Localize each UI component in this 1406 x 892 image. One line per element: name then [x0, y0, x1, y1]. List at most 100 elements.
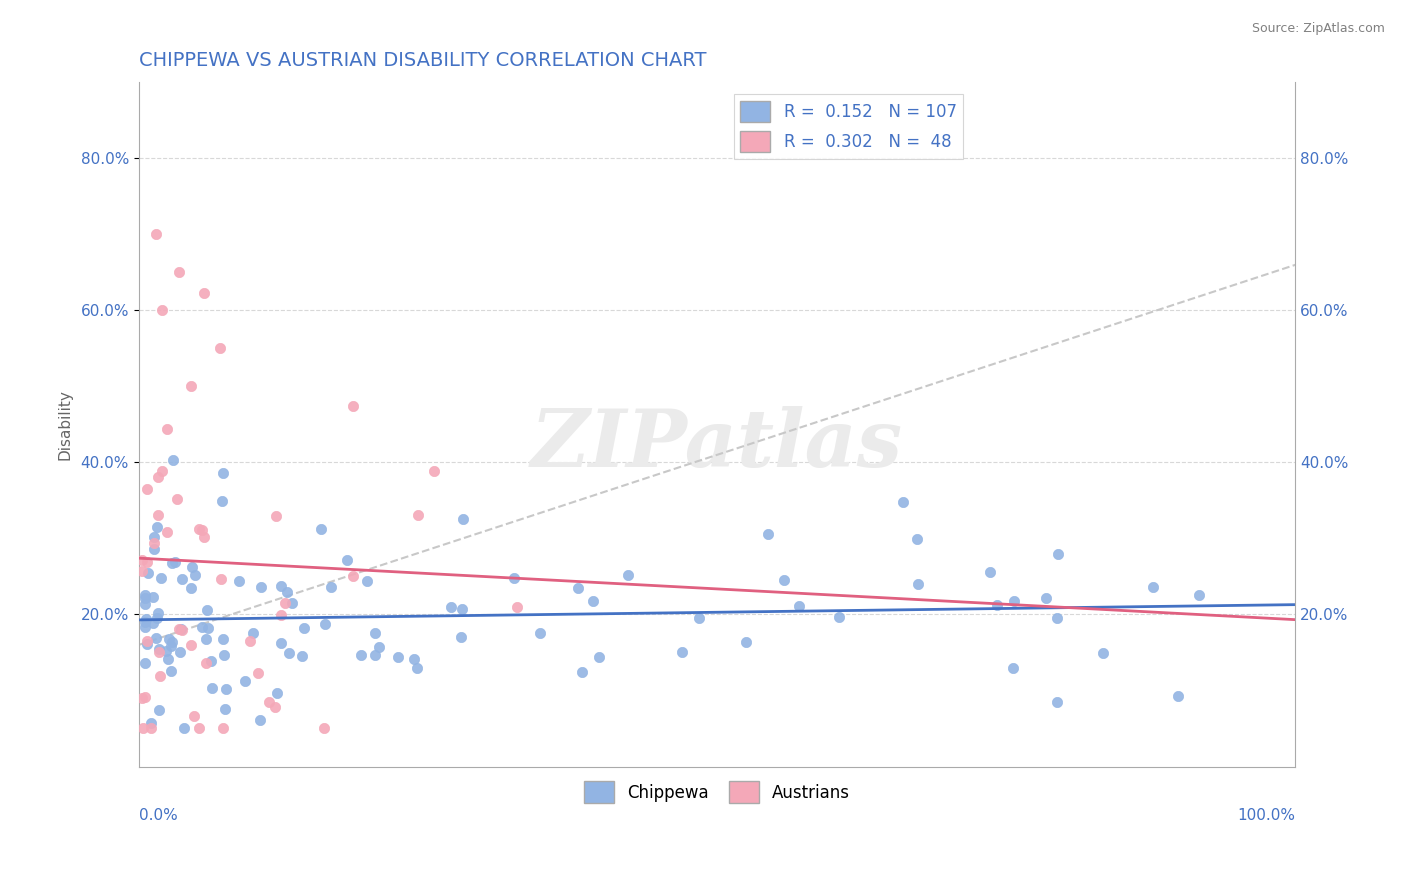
- Point: [1092, 646, 1115, 660]
- Point: [134, 588, 156, 602]
- Point: [146, 469, 169, 483]
- Point: [292, 621, 315, 635]
- Point: [180, 581, 202, 595]
- Point: [214, 702, 236, 716]
- Point: [277, 646, 299, 660]
- Point: [173, 722, 195, 736]
- Point: [193, 286, 215, 301]
- Point: [156, 525, 179, 540]
- Point: [529, 625, 551, 640]
- Point: [146, 508, 169, 522]
- Point: [135, 555, 157, 569]
- Point: [157, 632, 180, 646]
- Point: [828, 610, 851, 624]
- Point: [336, 553, 359, 567]
- Point: [773, 573, 796, 587]
- Point: [451, 602, 474, 616]
- Point: [181, 560, 204, 574]
- Point: [197, 621, 219, 635]
- Point: [1046, 695, 1069, 709]
- Point: [266, 686, 288, 700]
- Point: [212, 648, 235, 662]
- Point: [270, 636, 292, 650]
- Legend: Chippewa, Austrians: Chippewa, Austrians: [578, 775, 856, 809]
- Point: [195, 602, 218, 616]
- Text: Source: ZipAtlas.com: Source: ZipAtlas.com: [1251, 22, 1385, 36]
- Point: [246, 665, 269, 680]
- Point: [356, 574, 378, 588]
- Point: [142, 615, 165, 630]
- Point: [616, 568, 638, 582]
- Point: [139, 716, 162, 731]
- Point: [191, 523, 214, 537]
- Point: [146, 520, 169, 534]
- Point: [165, 555, 187, 569]
- Point: [309, 522, 332, 536]
- Point: [148, 703, 170, 717]
- Point: [188, 722, 211, 736]
- Point: [406, 661, 429, 675]
- Point: [270, 608, 292, 623]
- Point: [571, 665, 593, 679]
- Point: [1002, 594, 1025, 608]
- Point: [211, 494, 233, 508]
- Point: [314, 722, 336, 736]
- Point: [194, 632, 217, 646]
- Point: [212, 466, 235, 480]
- Point: [134, 591, 156, 606]
- Point: [157, 652, 180, 666]
- Point: [131, 553, 153, 567]
- Point: [342, 399, 364, 413]
- Point: [148, 645, 170, 659]
- Point: [143, 542, 166, 557]
- Point: [406, 508, 429, 522]
- Point: [907, 577, 929, 591]
- Point: [758, 527, 780, 541]
- Point: [187, 522, 209, 536]
- Point: [280, 596, 302, 610]
- Point: [735, 634, 758, 648]
- Point: [350, 648, 373, 662]
- Point: [169, 622, 191, 636]
- Point: [134, 656, 156, 670]
- Point: [582, 594, 605, 608]
- Text: ZIPatlas: ZIPatlas: [531, 406, 903, 483]
- Point: [503, 571, 526, 585]
- Point: [588, 650, 610, 665]
- Point: [166, 491, 188, 506]
- Point: [159, 639, 181, 653]
- Point: [264, 508, 287, 523]
- Point: [1002, 661, 1025, 675]
- Point: [235, 673, 257, 688]
- Point: [145, 227, 167, 242]
- Point: [450, 630, 472, 644]
- Point: [180, 379, 202, 393]
- Point: [891, 495, 914, 509]
- Point: [270, 579, 292, 593]
- Point: [1046, 611, 1069, 625]
- Point: [363, 626, 385, 640]
- Point: [134, 690, 156, 704]
- Point: [134, 620, 156, 634]
- Point: [131, 722, 153, 736]
- Point: [314, 617, 336, 632]
- Point: [200, 654, 222, 668]
- Point: [150, 303, 173, 318]
- Point: [146, 606, 169, 620]
- Text: 0.0%: 0.0%: [139, 808, 177, 823]
- Point: [1142, 580, 1164, 594]
- Point: [567, 581, 589, 595]
- Point: [905, 533, 928, 547]
- Point: [162, 635, 184, 649]
- Point: [671, 645, 693, 659]
- Point: [142, 591, 165, 605]
- Point: [342, 568, 364, 582]
- Point: [167, 265, 190, 279]
- Point: [131, 564, 153, 578]
- Point: [242, 626, 264, 640]
- Point: [387, 650, 409, 665]
- Point: [170, 623, 193, 637]
- Point: [423, 463, 446, 477]
- Point: [136, 483, 159, 497]
- Point: [170, 622, 193, 636]
